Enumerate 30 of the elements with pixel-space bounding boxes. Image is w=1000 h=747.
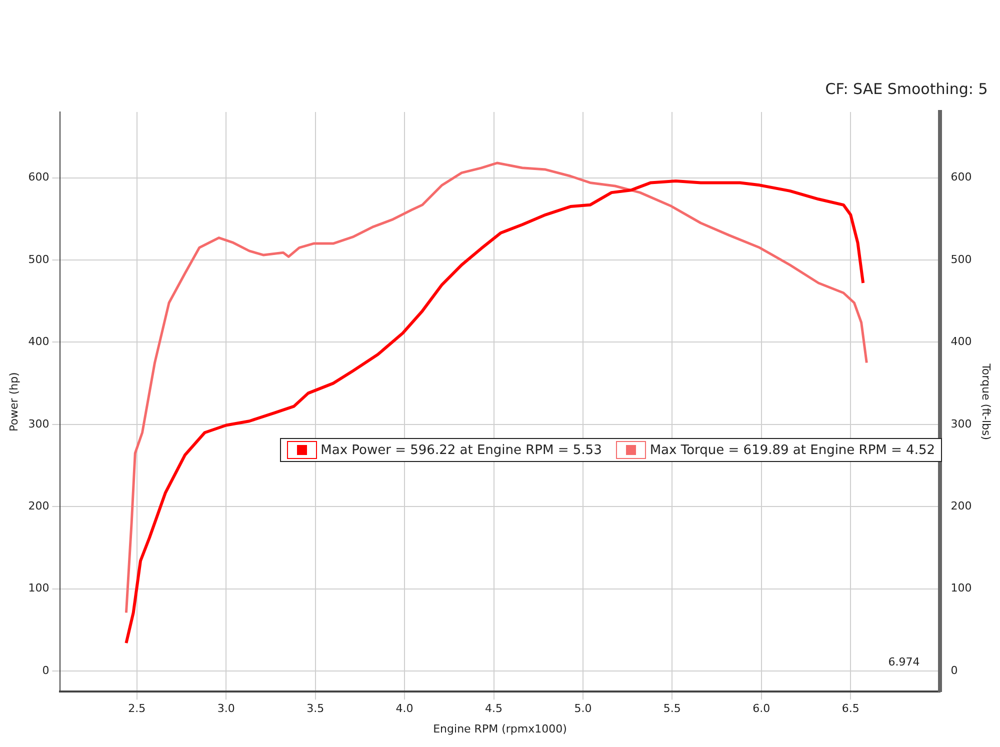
y2-tick-label: 400 [950, 335, 972, 348]
x-tick-label: 6.0 [752, 702, 770, 716]
x-tick-label: 6.5 [842, 702, 860, 716]
y2-tick-label: 500 [950, 252, 972, 266]
y-tick-label: 0 [42, 664, 50, 677]
y-tick-label: 600 [28, 170, 50, 184]
x-tick-label: 4.5 [485, 702, 503, 716]
y-tick-label: 500 [28, 252, 50, 266]
y-tick-label: 400 [28, 335, 50, 348]
x-axis-title: Engine RPM (rpmx1000) [433, 722, 567, 736]
y2-tick-label: 200 [950, 499, 972, 512]
x-tick-label: 5.0 [574, 702, 592, 716]
y-tick-label: 200 [28, 499, 50, 512]
y2-tick-label: 600 [950, 170, 972, 184]
x-tick-label: 4.0 [396, 702, 414, 716]
y2-tick-label: 100 [950, 582, 972, 595]
x-tick-label: 2.5 [128, 702, 146, 716]
y-axis-title: Power (hp) [7, 372, 20, 432]
y2-tick-label: 300 [950, 417, 972, 430]
legend-label: Max Torque = 619.89 at Engine RPM = 4.52 [650, 442, 935, 458]
text: CF: SAE Smoothing: 5 [825, 80, 988, 98]
y-tick-label: 300 [28, 417, 50, 430]
y2-axis-title: Torque (ft-lbs) [980, 362, 993, 440]
x-tick-label: 3.5 [306, 702, 324, 716]
x-tick-label: 3.0 [217, 702, 235, 716]
y-tick-label: 100 [28, 582, 50, 595]
annotation: 6.974 [888, 656, 920, 669]
y2-tick-label: 0 [950, 664, 958, 677]
legend-label: Max Power = 596.22 at Engine RPM = 5.53 [320, 442, 602, 458]
x-tick-label: 5.5 [663, 702, 681, 716]
